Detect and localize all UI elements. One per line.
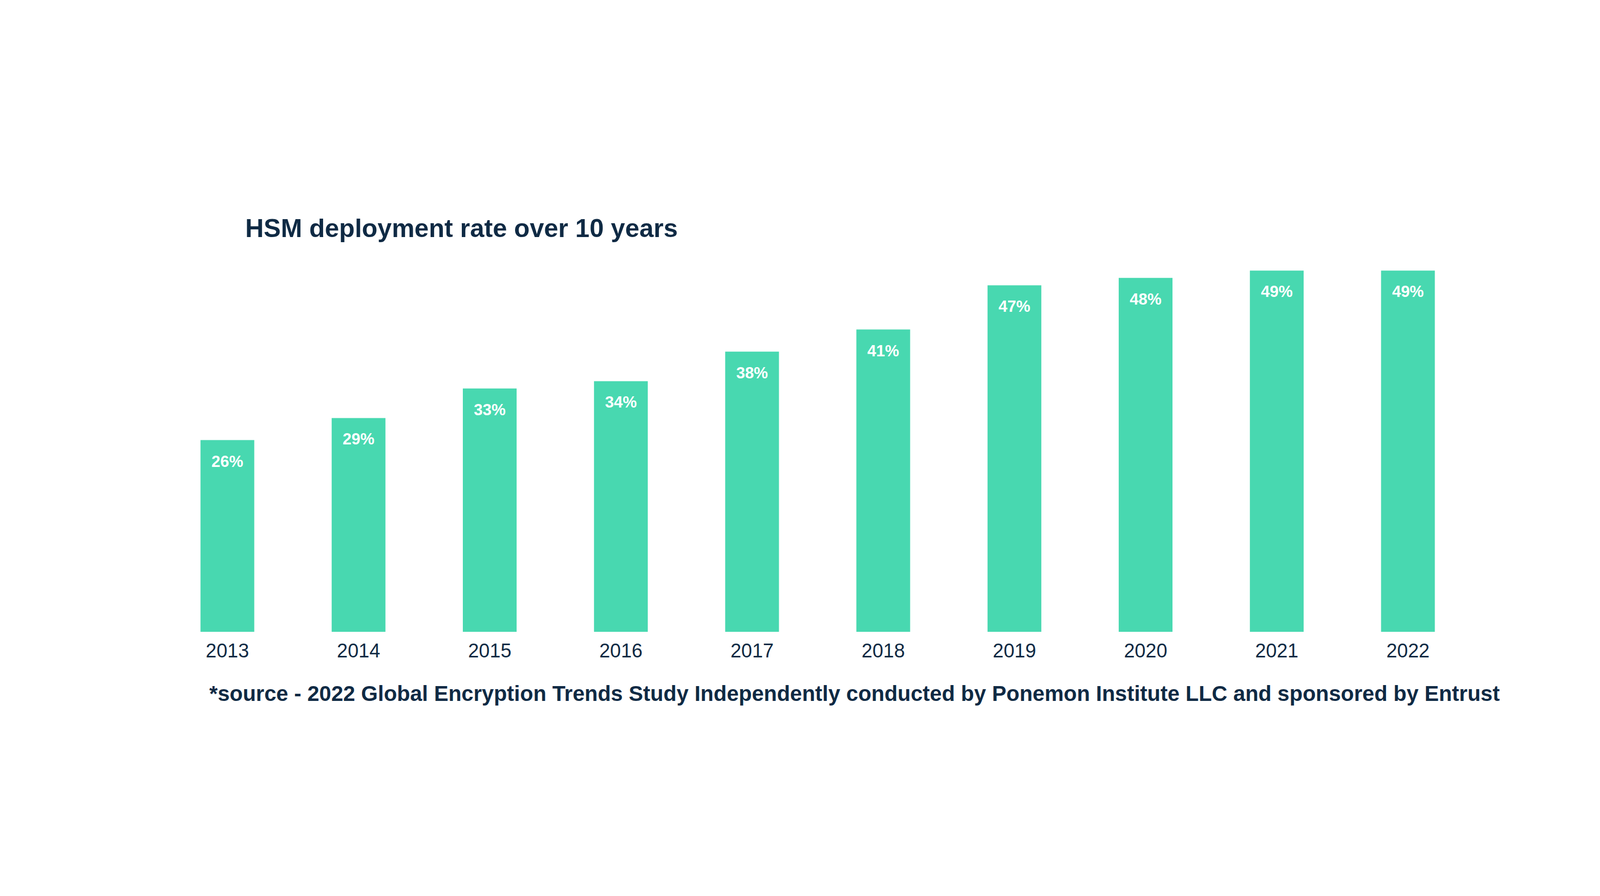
svg-text:29%: 29% [342, 430, 375, 448]
svg-text:2013: 2013 [205, 640, 250, 662]
svg-text:2022: 2022 [1386, 640, 1431, 662]
svg-text:HSM deployment rate over 10 ye: HSM deployment rate over 10 years [245, 214, 678, 243]
svg-text:2014: 2014 [336, 640, 381, 662]
svg-text:2018: 2018 [861, 640, 906, 662]
svg-text:49%: 49% [1261, 282, 1293, 301]
svg-text:2019: 2019 [992, 640, 1037, 662]
svg-text:2020: 2020 [1123, 640, 1168, 662]
svg-text:49%: 49% [1392, 282, 1424, 301]
svg-text:48%: 48% [1129, 290, 1162, 309]
svg-text:*source - 2022 Global Encrypti: *source - 2022 Global Encryption Trends … [209, 681, 1500, 706]
svg-text:33%: 33% [473, 400, 506, 419]
svg-text:2016: 2016 [599, 640, 643, 662]
svg-text:47%: 47% [998, 297, 1031, 316]
svg-text:2015: 2015 [467, 640, 512, 662]
svg-text:2021: 2021 [1254, 640, 1299, 662]
svg-text:34%: 34% [605, 393, 637, 412]
svg-text:38%: 38% [736, 364, 768, 382]
svg-text:26%: 26% [211, 452, 244, 471]
svg-text:2017: 2017 [730, 640, 775, 662]
svg-text:41%: 41% [867, 342, 900, 360]
